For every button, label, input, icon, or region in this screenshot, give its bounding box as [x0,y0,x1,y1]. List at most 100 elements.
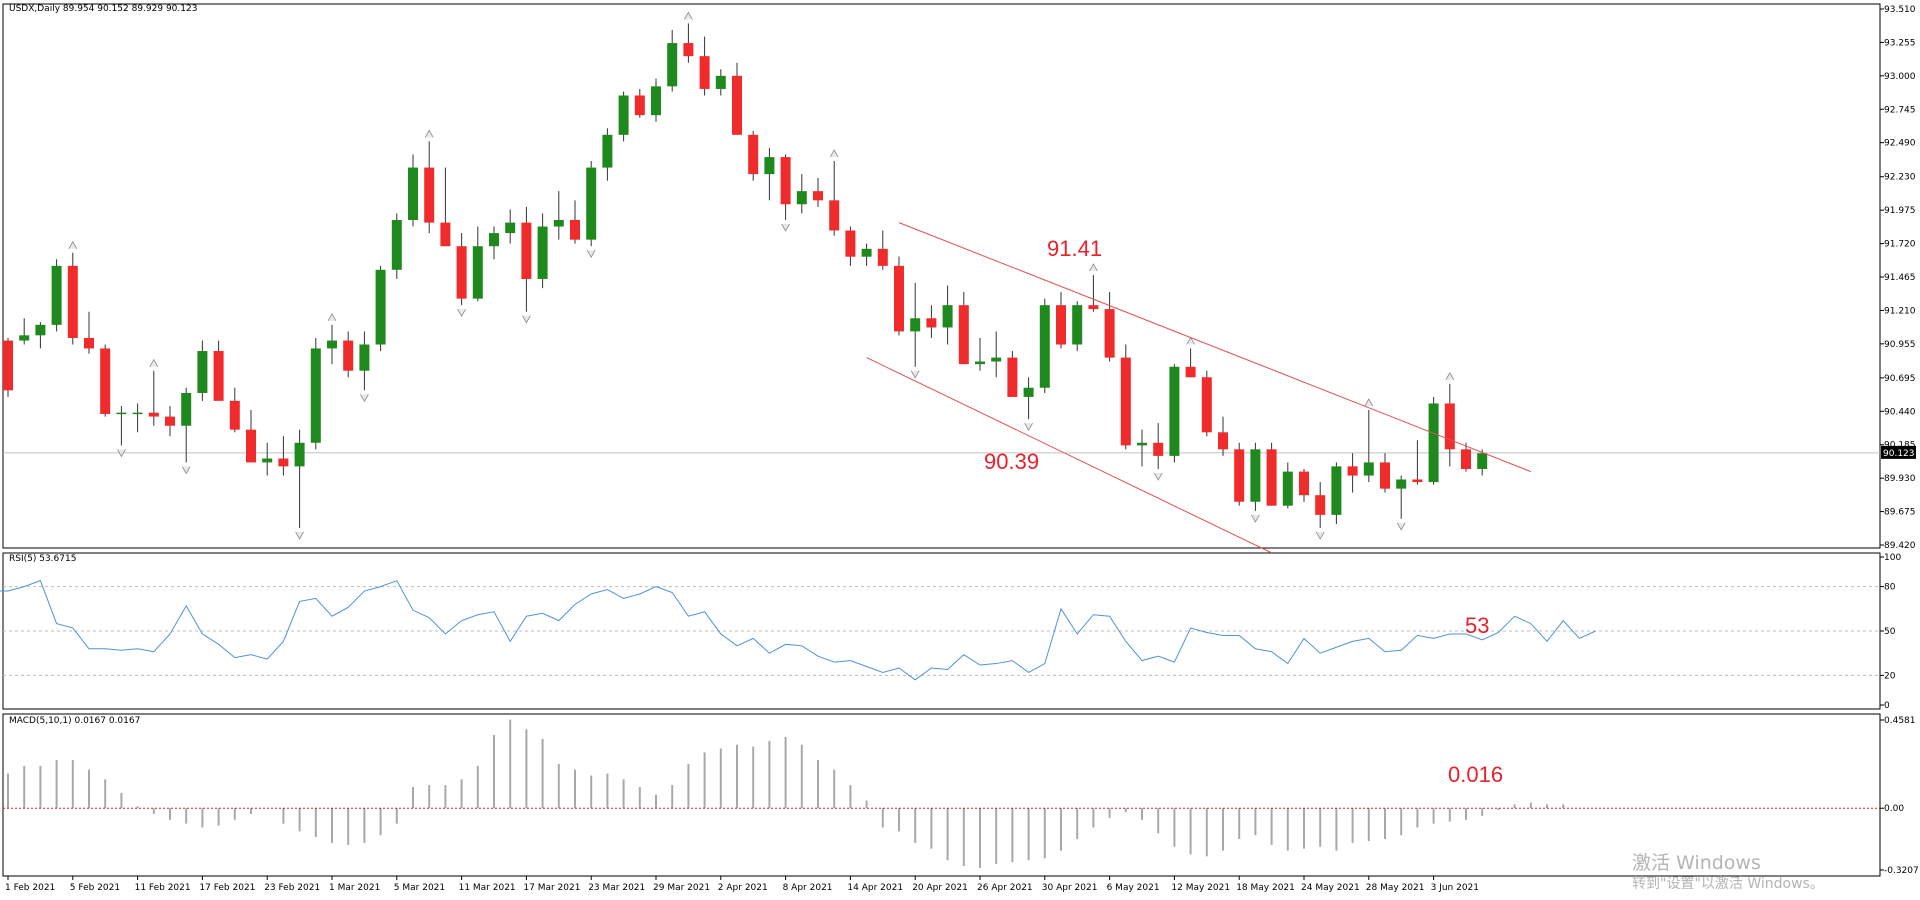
candle-bullish [1477,453,1488,469]
candle-bearish [1412,479,1423,483]
candle-bearish [1380,462,1390,489]
price-tick-label: 93.510 [1884,5,1916,15]
activation-watermark-title: 激活 Windows [1632,852,1761,874]
candle-bearish [1201,377,1212,433]
candle-bearish [343,340,354,371]
rsi-value-label: 53 [1465,613,1490,638]
fractal-up-arrow [829,149,839,158]
candle-bearish [1444,403,1455,450]
candle-bearish [732,75,742,135]
candle-bullish [19,335,30,341]
candle-bullish [1396,479,1407,489]
candle-bearish [1234,449,1245,502]
candle-bearish [1104,309,1115,358]
date-tick-label: 12 May 2021 [1171,883,1230,893]
candle-bearish [456,246,467,299]
fractal-down-arrow [117,449,126,458]
fractal-up-arrow [68,240,78,249]
candle-bearish [1120,357,1131,446]
candle-bullish [294,442,305,467]
macd-tick-label: 0.00 [1884,804,1904,814]
candle-bullish [197,351,208,393]
candle-bullish [505,222,516,234]
candle-bullish [132,412,143,415]
candle-bullish [667,43,678,87]
candle-bearish [634,95,645,116]
date-tick-label: 23 Feb 2021 [264,883,320,893]
date-tick-label: 1 Feb 2021 [5,883,55,893]
candle-bullish [359,344,370,371]
candle-bearish [521,222,532,279]
date-tick-label: 5 Mar 2021 [394,883,445,893]
candle-bearish [1315,495,1326,515]
candle-bearish [570,219,580,240]
date-tick-label: 11 Feb 2021 [135,883,191,893]
date-tick-label: 28 May 2021 [1366,883,1425,893]
candle-bullish [408,167,418,220]
candle-bearish [1218,432,1228,450]
candle-bearish [780,157,791,205]
candle-bullish [942,305,953,328]
channel-low-label: 90.39 [984,449,1040,474]
candle-bearish [748,134,759,175]
rsi-tick-label: 50 [1884,627,1896,637]
candle-bullish [1072,305,1083,345]
candle-bullish [262,458,273,463]
macd-tick-label: -0.3207 [1884,866,1919,876]
candle-bearish [1007,357,1018,397]
date-tick-label: 17 Feb 2021 [199,883,255,893]
candle-bearish [829,200,840,231]
rsi-tick-label: 80 [1884,583,1896,593]
main-panel-frame [2,3,1881,549]
candle-bullish [537,226,548,279]
fractal-down-arrow [1024,422,1033,431]
candle-bullish [310,348,321,443]
candle-bearish [958,305,969,365]
date-tick-label: 11 Mar 2021 [459,883,516,893]
candle-bearish [926,318,937,328]
date-tick-label: 6 May 2021 [1107,883,1160,893]
candle-bearish [424,167,435,223]
candle-bearish [845,230,856,257]
current-price-box [1881,445,1916,459]
candle-bullish [1363,462,1374,476]
date-tick-label: 26 Apr 2021 [977,883,1033,893]
candle-bearish [1461,449,1471,469]
candle-bullish [861,248,872,257]
date-tick-label: 8 Apr 2021 [783,883,833,893]
candle-bullish [910,318,921,332]
fractal-down-arrow [1251,514,1260,523]
fractal-down-arrow [910,370,920,379]
candle-bullish [472,246,483,299]
price-tick-label: 93.000 [1884,72,1916,82]
candle-bullish [116,412,127,415]
candle-bearish [813,191,823,201]
fractal-down-arrow [295,531,304,540]
candle-bullish [1250,449,1261,502]
candle-bearish [1056,305,1066,345]
fractal-down-arrow [181,466,191,475]
candle-bullish [796,191,807,205]
fractal-down-arrow [360,394,369,403]
date-tick-label: 24 May 2021 [1301,883,1360,893]
rsi-tick-label: 20 [1884,671,1896,681]
price-tick-label: 90.695 [1884,374,1916,384]
candle-bearish [1185,366,1196,378]
candle-bullish [586,167,597,240]
candle-bearish [699,56,710,89]
candle-bearish [894,265,904,332]
candle-bullish [181,392,192,426]
price-tick-label: 92.490 [1884,139,1916,149]
candle-bearish [246,429,256,463]
fractal-down-arrow [1153,472,1163,481]
date-tick-label: 2 Apr 2021 [718,883,768,893]
fractal-up-arrow [327,313,337,322]
date-tick-label: 3 Jun 2021 [1431,883,1479,893]
candle-bullish [51,265,62,325]
date-tick-label: 23 Mar 2021 [588,883,645,893]
macd-value-label: 0.016 [1448,762,1504,787]
candle-bullish [651,86,661,116]
date-tick-label: 29 Mar 2021 [653,883,710,893]
candle-bullish [1023,387,1034,397]
price-tick-label: 91.720 [1884,240,1916,250]
